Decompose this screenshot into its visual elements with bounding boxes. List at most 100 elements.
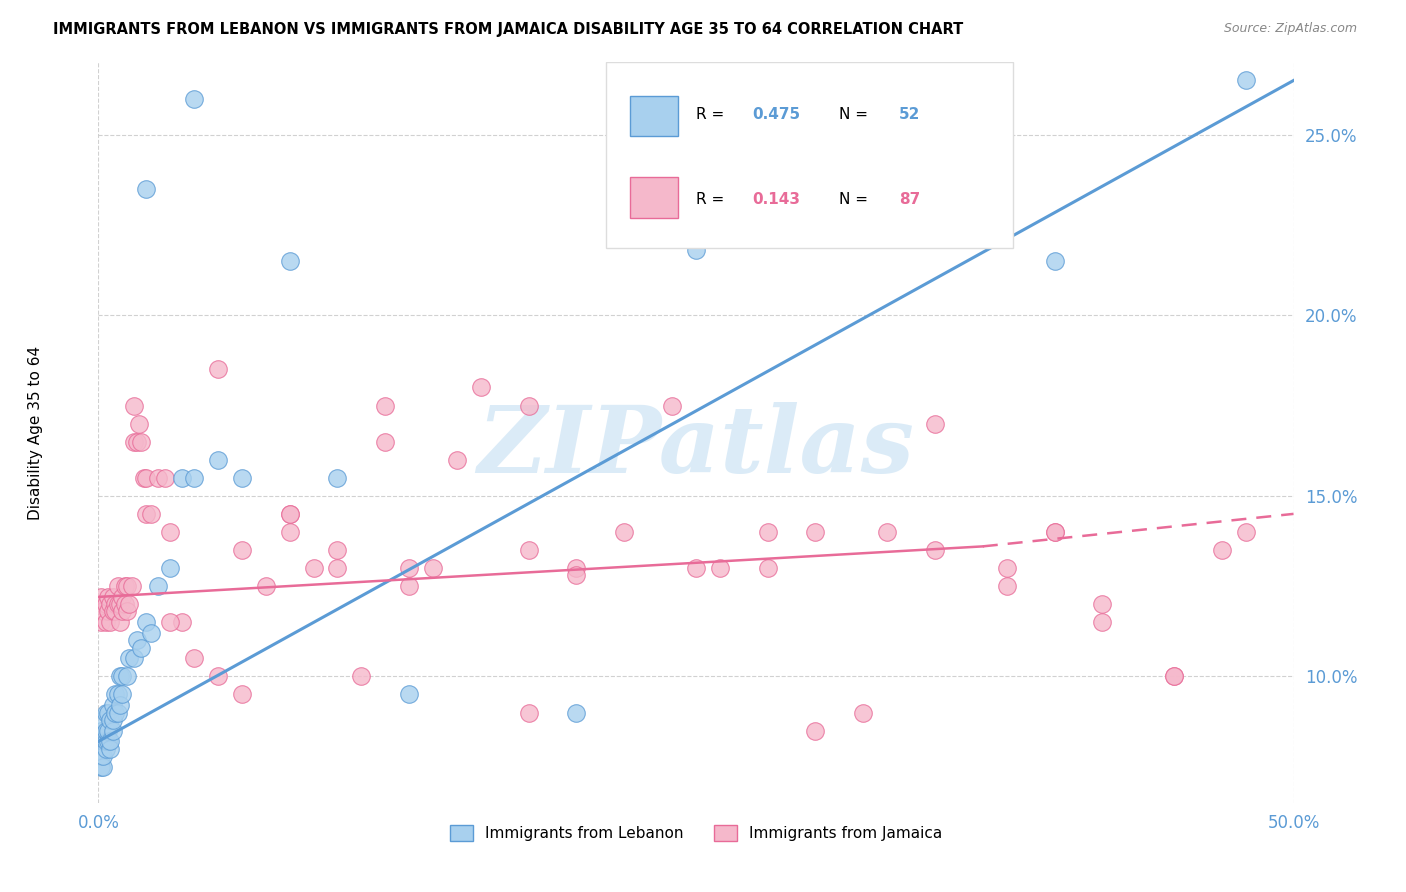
Point [517,543,540,558]
Point [852,706,875,720]
Point [107,706,129,720]
Point [135,615,157,630]
Point [183,471,205,485]
Point [254,579,277,593]
Point [207,669,229,683]
Point [101,723,124,738]
Text: Source: ZipAtlas.com: Source: ZipAtlas.com [1223,22,1357,36]
Point [97,604,120,618]
Point [121,579,143,593]
Point [108,597,131,611]
Point [804,723,827,738]
Point [101,713,124,727]
Point [207,452,229,467]
Point [98,615,122,630]
Point [172,615,194,630]
Point [1091,597,1114,611]
FancyBboxPatch shape [606,62,1012,247]
Point [104,706,127,720]
Point [97,706,120,720]
Point [94,615,117,630]
Point [132,471,155,485]
Point [661,399,683,413]
Point [565,706,588,720]
Point [124,434,146,449]
Point [148,471,170,485]
Point [98,734,122,748]
Point [111,688,134,702]
Bar [630,178,678,218]
Point [131,640,153,655]
Point [231,543,253,558]
Point [1043,524,1066,539]
Point [924,417,946,431]
Point [104,688,127,702]
Point [139,626,162,640]
Point [90,723,112,738]
Point [278,254,301,268]
Point [756,524,779,539]
Point [278,507,301,521]
Point [159,615,181,630]
Point [278,524,301,539]
Point [91,597,114,611]
Point [94,597,117,611]
Point [98,713,122,727]
Point [94,723,117,738]
Point [111,590,134,604]
Point [97,723,120,738]
Point [924,543,946,558]
Point [148,579,170,593]
Point [107,688,129,702]
Point [1211,543,1233,558]
Point [135,507,157,521]
Point [118,651,141,665]
Point [91,604,114,618]
Point [326,561,349,575]
Point [709,561,731,575]
Point [124,651,146,665]
Point [97,590,120,604]
Text: R =: R = [696,192,730,207]
Point [111,604,134,618]
Point [94,706,117,720]
Point [125,633,148,648]
Point [114,579,136,593]
Point [876,524,898,539]
Legend: Immigrants from Lebanon, Immigrants from Jamaica: Immigrants from Lebanon, Immigrants from… [443,819,949,847]
Point [90,760,112,774]
Point [115,579,138,593]
Text: ZIPatlas: ZIPatlas [478,402,914,492]
Point [128,417,150,431]
Point [98,597,122,611]
Point [517,399,540,413]
Point [124,399,146,413]
Point [1234,524,1257,539]
Point [446,452,468,467]
Point [108,615,131,630]
Point [350,669,373,683]
Bar [630,95,678,136]
Text: 0.475: 0.475 [752,107,800,122]
Point [135,471,157,485]
Point [91,713,114,727]
Point [108,698,131,713]
Text: 87: 87 [900,192,921,207]
Point [374,434,396,449]
Point [108,669,131,683]
Point [326,471,349,485]
Point [398,561,420,575]
Point [231,471,253,485]
Point [374,399,396,413]
Point [155,471,177,485]
Point [1043,524,1066,539]
Point [118,597,141,611]
Point [398,579,420,593]
Point [685,561,707,575]
Point [1163,669,1185,683]
Point [139,507,162,521]
Point [125,434,148,449]
Point [398,688,420,702]
Point [1043,254,1066,268]
Point [114,597,136,611]
